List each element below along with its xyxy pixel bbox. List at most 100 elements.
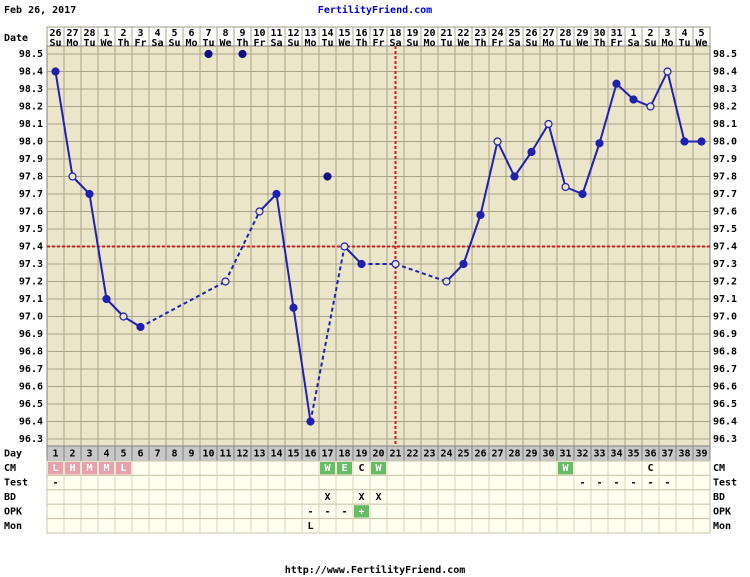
day-number: 1 bbox=[52, 449, 58, 460]
row-label-right: OPK bbox=[713, 506, 731, 517]
day-number: 4 bbox=[103, 449, 109, 460]
day-number: 39 bbox=[695, 449, 707, 460]
cell-value: E bbox=[341, 463, 347, 474]
day-number: 2 bbox=[69, 449, 75, 460]
cell-value: L bbox=[307, 521, 313, 532]
y-tick-label-right: 98.2 bbox=[713, 102, 737, 113]
day-number: 13 bbox=[253, 449, 265, 460]
temp-line bbox=[598, 83, 618, 144]
y-tick-label-right: 97.1 bbox=[713, 294, 737, 305]
day-number: 31 bbox=[559, 449, 571, 460]
temp-point bbox=[595, 139, 604, 148]
day-number: 7 bbox=[154, 449, 160, 460]
day-number: 21 bbox=[389, 449, 401, 460]
temp-point bbox=[476, 210, 485, 220]
y-tick-label: 97.7 bbox=[19, 189, 43, 200]
row-label: OPK bbox=[4, 506, 22, 517]
y-tick-label: 97.8 bbox=[19, 172, 43, 183]
temp-point bbox=[85, 189, 94, 199]
date-number: 4 bbox=[154, 28, 160, 39]
weekday: Su bbox=[287, 38, 299, 49]
cell-value: W bbox=[375, 463, 382, 474]
weekday: Sa bbox=[270, 38, 282, 49]
weekday: Su bbox=[525, 38, 537, 49]
footer: http://www.FertilityFriend.com bbox=[285, 564, 466, 576]
date-number: 5 bbox=[171, 28, 177, 39]
date-number: 3 bbox=[664, 28, 670, 39]
day-number: 33 bbox=[593, 449, 605, 460]
y-tick-label: 97.3 bbox=[19, 259, 43, 270]
cell-highlight bbox=[371, 462, 386, 475]
weekday: Th bbox=[355, 38, 367, 49]
temp-line bbox=[292, 307, 312, 422]
date-number: 9 bbox=[239, 28, 245, 39]
day-number: 3 bbox=[86, 449, 92, 460]
weekday: We bbox=[576, 38, 588, 49]
cell-value: W bbox=[324, 463, 331, 474]
day-number: 11 bbox=[219, 449, 231, 460]
weekday: Fr bbox=[372, 38, 384, 49]
cell-value: L bbox=[52, 463, 58, 474]
weekday: Mo bbox=[542, 38, 554, 49]
temp-point bbox=[102, 294, 111, 304]
date-number: 28 bbox=[83, 28, 95, 39]
date-number: 28 bbox=[559, 28, 571, 39]
date-number: 2 bbox=[647, 28, 653, 39]
weekday: Tu bbox=[202, 38, 214, 49]
date-number: 19 bbox=[406, 28, 418, 39]
weekday: We bbox=[219, 38, 231, 49]
temp-line bbox=[224, 211, 261, 282]
cell-value: M bbox=[103, 463, 109, 474]
cell-value: C bbox=[358, 463, 364, 474]
y-tick-label-right: 97.4 bbox=[713, 242, 737, 253]
date-number: 1 bbox=[630, 28, 636, 39]
day-number: 20 bbox=[372, 449, 384, 460]
temp-line bbox=[581, 142, 601, 195]
date-number: 15 bbox=[338, 28, 350, 39]
temp-point bbox=[680, 137, 689, 146]
cell-value: - bbox=[579, 478, 585, 489]
weekday: Fr bbox=[253, 38, 265, 49]
date-number: 2 bbox=[120, 28, 126, 39]
temp-line bbox=[140, 280, 226, 328]
date-number: 22 bbox=[457, 28, 469, 39]
cell-value: C bbox=[647, 463, 653, 474]
y-tick-label: 98.0 bbox=[19, 137, 43, 148]
temp-point bbox=[204, 49, 213, 59]
day-number: 30 bbox=[542, 449, 554, 460]
weekday: Tu bbox=[559, 38, 571, 49]
cell-highlight bbox=[337, 462, 352, 475]
y-tick-label-right: 96.8 bbox=[713, 347, 737, 358]
day-number: 10 bbox=[202, 449, 214, 460]
temp-line bbox=[666, 71, 686, 142]
cell-value: L bbox=[120, 463, 126, 474]
cell-value: - bbox=[647, 478, 653, 489]
day-number: 15 bbox=[287, 449, 299, 460]
row-label: Mon bbox=[4, 521, 22, 532]
y-tick-label: 97.4 bbox=[19, 242, 43, 253]
date-number: 23 bbox=[474, 28, 486, 39]
chart-title: FertilityFriend.com bbox=[318, 4, 432, 16]
temp-point-open bbox=[68, 172, 77, 181]
date-number: 8 bbox=[222, 28, 228, 39]
y-tick-label: 98.5 bbox=[19, 49, 43, 60]
day-number: 34 bbox=[610, 449, 622, 460]
cell-highlight bbox=[99, 462, 114, 475]
y-tick-label: 97.1 bbox=[19, 294, 43, 305]
temp-point bbox=[629, 95, 638, 104]
day-number: 16 bbox=[304, 449, 316, 460]
weekday: Th bbox=[593, 38, 605, 49]
y-tick-label: 96.9 bbox=[19, 329, 43, 340]
y-tick-label: 98.3 bbox=[19, 84, 43, 95]
temp-line bbox=[54, 71, 74, 177]
day-number: 28 bbox=[508, 449, 520, 460]
y-tick-label: 97.2 bbox=[19, 277, 43, 288]
temp-line bbox=[275, 193, 295, 308]
y-tick-label-right: 96.5 bbox=[713, 399, 737, 410]
day-number: 9 bbox=[188, 449, 194, 460]
weekday: Sa bbox=[389, 38, 401, 49]
date-number: 3 bbox=[137, 28, 143, 39]
temp-point-open bbox=[391, 259, 400, 269]
day-number: 38 bbox=[678, 449, 690, 460]
temp-line bbox=[309, 246, 346, 422]
